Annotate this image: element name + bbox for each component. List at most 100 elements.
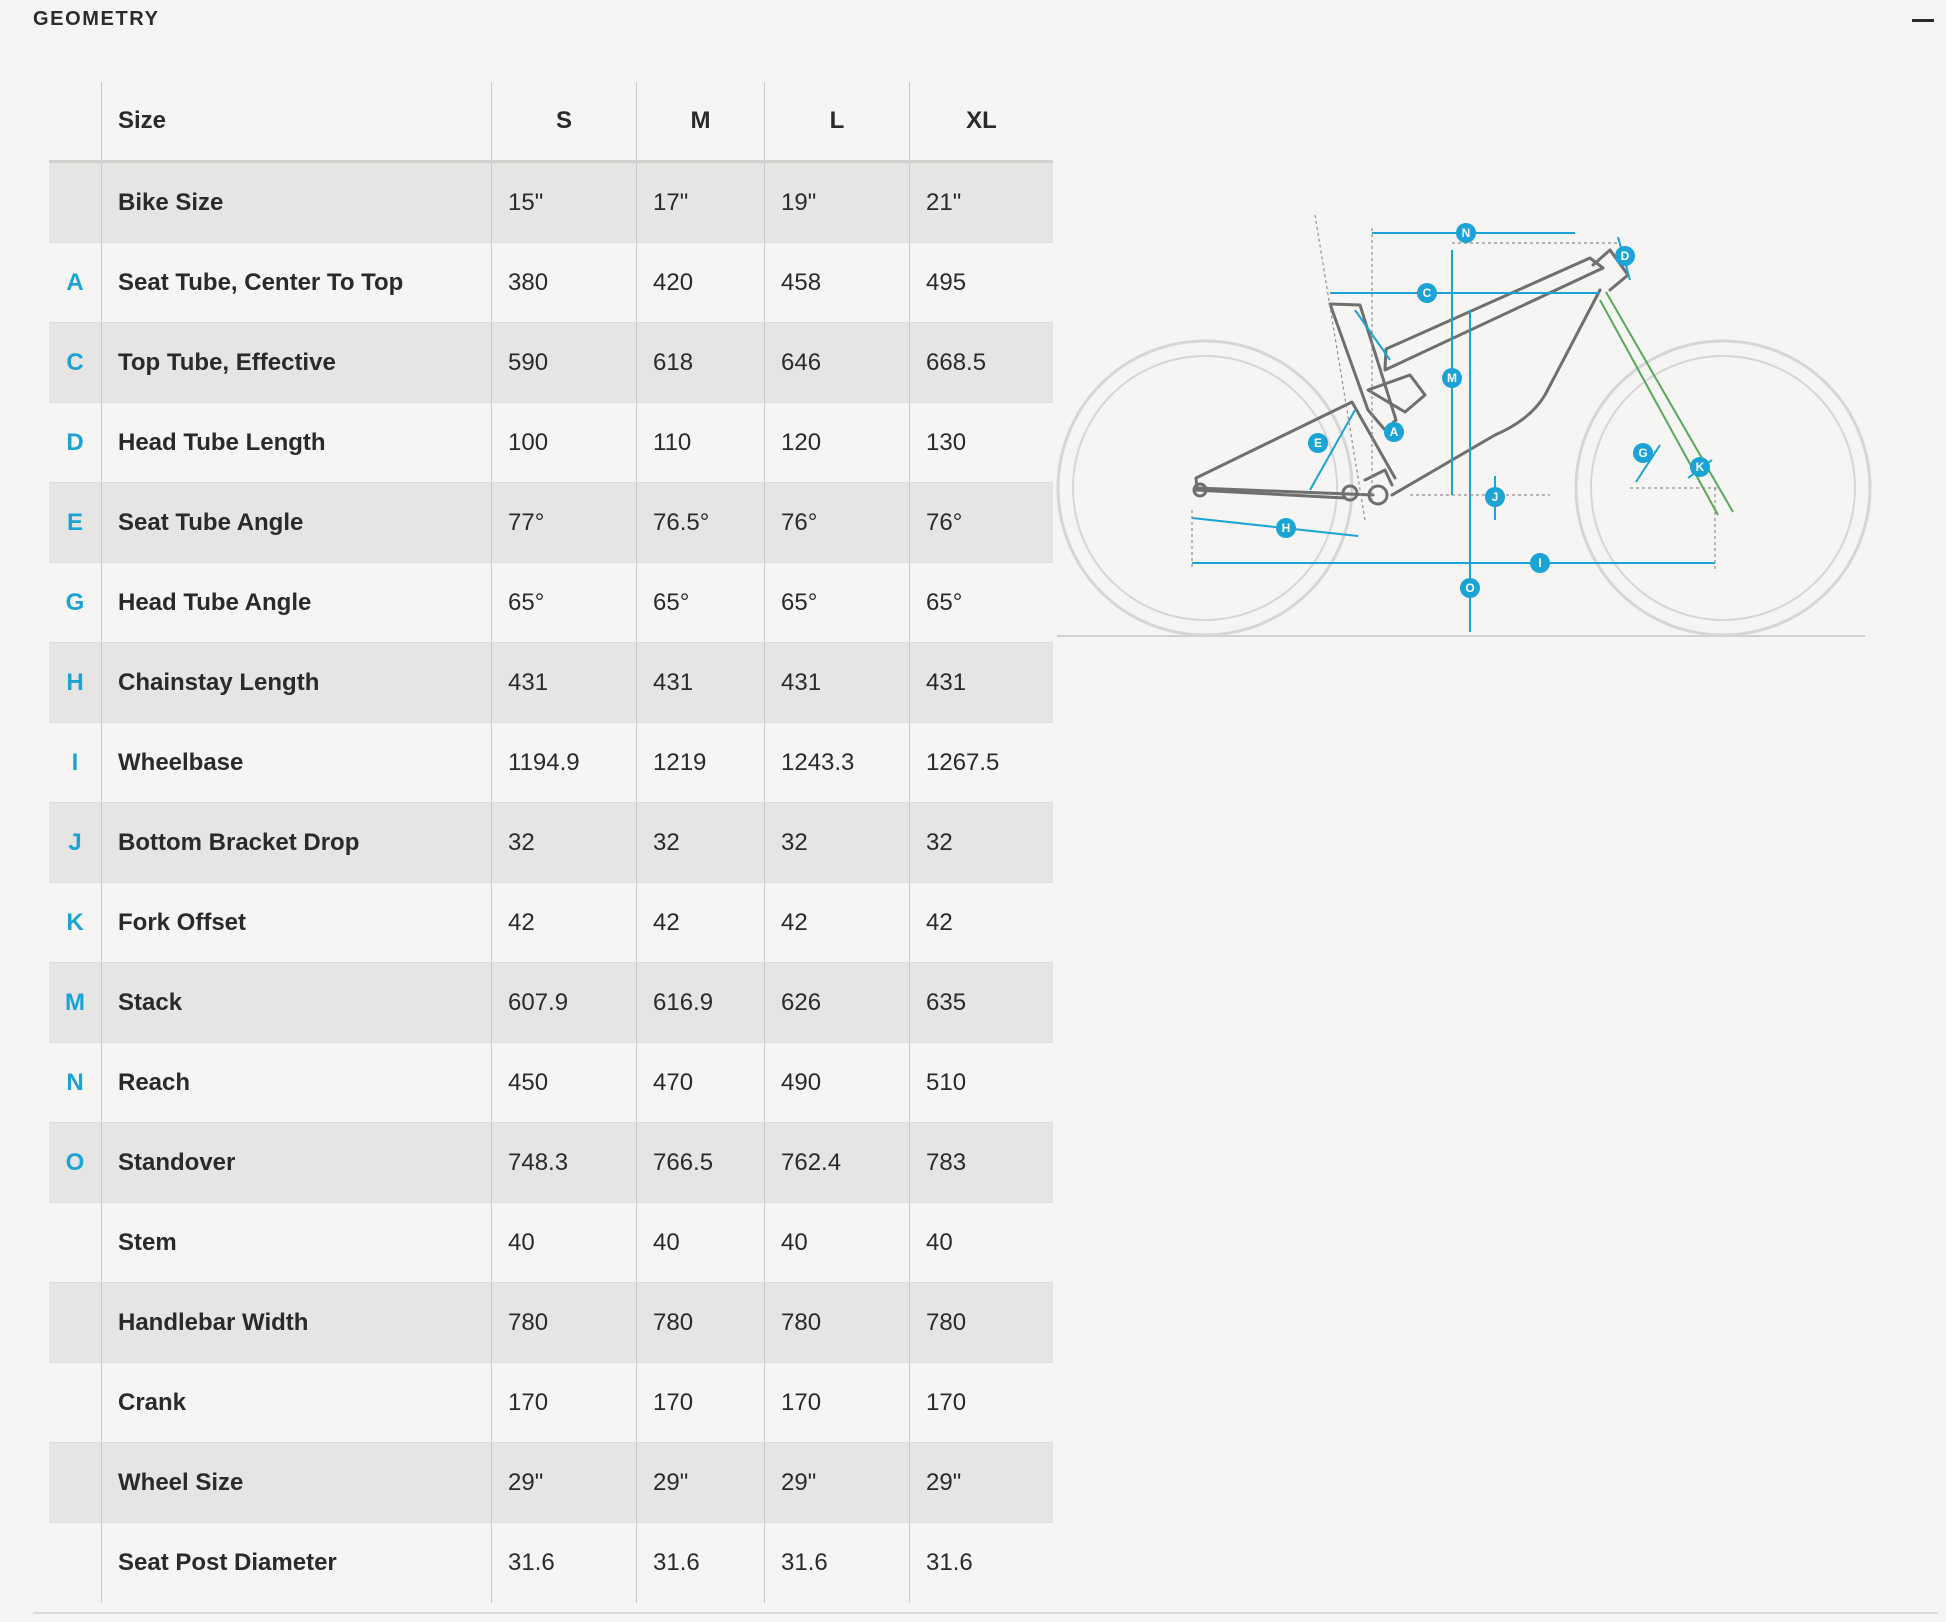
value-size-s: 780 <box>491 1282 637 1363</box>
dimension-code: I <box>49 722 102 803</box>
table-row: Bike Size 15" 17" 19" 21" <box>49 161 1053 243</box>
value-size-m: 17" <box>636 161 765 243</box>
header-size-l: L <box>764 82 910 163</box>
dimension-markers: N D C M A E G K J H I O <box>1276 223 1710 598</box>
marker-label: G <box>1638 446 1647 460</box>
dimension-code: K <box>49 882 102 963</box>
marker-d: D <box>1615 246 1635 266</box>
value-size-m: 110 <box>636 402 765 483</box>
dimension-code: J <box>49 802 102 883</box>
value-size-s: 380 <box>491 242 637 323</box>
dimension-name: Head Tube Length <box>101 402 492 483</box>
marker-h: H <box>1276 518 1296 538</box>
header-size-label: Size <box>101 82 492 163</box>
value-size-m: 766.5 <box>636 1122 765 1203</box>
marker-circle <box>1456 223 1476 243</box>
value-size-s: 1194.9 <box>491 722 637 803</box>
dimension-name: Stem <box>101 1202 492 1283</box>
dimension-code: D <box>49 402 102 483</box>
value-size-l: 19" <box>764 161 910 243</box>
bike-geometry-diagram: N D C M A E G K J H I O <box>1056 214 1872 637</box>
value-size-xl: 130 <box>909 402 1053 483</box>
value-size-l: 762.4 <box>764 1122 910 1203</box>
value-size-s: 15" <box>491 161 637 243</box>
dimension-code: A <box>49 242 102 323</box>
table-row: O Standover 748.3 766.5 762.4 783 <box>49 1122 1053 1203</box>
dimension-name: Bottom Bracket Drop <box>101 802 492 883</box>
marker-label: K <box>1696 460 1705 474</box>
value-size-l: 646 <box>764 322 910 403</box>
value-size-m: 420 <box>636 242 765 323</box>
section-divider <box>33 1612 1938 1614</box>
dimension-code: C <box>49 322 102 403</box>
rear-wheel <box>1056 339 1354 637</box>
dimension-name: Crank <box>101 1362 492 1443</box>
value-size-m: 32 <box>636 802 765 883</box>
header-size-s: S <box>491 82 637 163</box>
dimension-name: Standover <box>101 1122 492 1203</box>
dimension-code: H <box>49 642 102 723</box>
dimension-name: Wheel Size <box>101 1442 492 1523</box>
marker-k: K <box>1690 457 1710 477</box>
marker-i: I <box>1530 553 1550 573</box>
marker-n: N <box>1456 223 1476 243</box>
marker-circle <box>1615 246 1635 266</box>
marker-circle <box>1530 553 1550 573</box>
marker-o: O <box>1460 578 1480 598</box>
value-size-l: 76° <box>764 482 910 563</box>
dimension-code <box>49 1442 102 1523</box>
section-title: GEOMETRY <box>33 8 160 30</box>
value-size-xl: 668.5 <box>909 322 1053 403</box>
table-row: D Head Tube Length 100 110 120 130 <box>49 402 1053 483</box>
dimension-name: Reach <box>101 1042 492 1123</box>
minus-icon[interactable] <box>1908 4 1938 34</box>
marker-label: I <box>1538 556 1541 570</box>
geometry-table-body: Bike Size 15" 17" 19" 21" A Seat Tube, Center … <box>49 161 1053 1603</box>
value-size-m: 431 <box>636 642 765 723</box>
value-size-xl: 783 <box>909 1122 1053 1203</box>
value-size-l: 458 <box>764 242 910 323</box>
dimension-name: Head Tube Angle <box>101 562 492 643</box>
value-size-l: 32 <box>764 802 910 883</box>
marker-circle <box>1442 368 1462 388</box>
dimension-name: Chainstay Length <box>101 642 492 723</box>
dimension-code: E <box>49 482 102 563</box>
dimension-name: Wheelbase <box>101 722 492 803</box>
value-size-m: 170 <box>636 1362 765 1443</box>
value-size-m: 1219 <box>636 722 765 803</box>
marker-label: J <box>1492 490 1499 504</box>
value-size-s: 100 <box>491 402 637 483</box>
dimension-name: Seat Tube, Center To Top <box>101 242 492 323</box>
dashed-guides <box>1191 214 1718 570</box>
value-size-s: 31.6 <box>491 1522 637 1603</box>
marker-j: J <box>1485 487 1505 507</box>
value-size-l: 120 <box>764 402 910 483</box>
value-size-m: 65° <box>636 562 765 643</box>
value-size-l: 65° <box>764 562 910 643</box>
dimension-name: Seat Post Diameter <box>101 1522 492 1603</box>
value-size-xl: 495 <box>909 242 1053 323</box>
table-row: Seat Post Diameter 31.6 31.6 31.6 31.6 <box>49 1522 1053 1603</box>
value-size-s: 29" <box>491 1442 637 1523</box>
value-size-l: 29" <box>764 1442 910 1523</box>
marker-label: D <box>1621 249 1630 263</box>
marker-circle <box>1417 283 1437 303</box>
dimension-name: Bike Size <box>101 161 492 243</box>
value-size-xl: 510 <box>909 1042 1053 1123</box>
dimension-code <box>49 1522 102 1603</box>
geometry-section-header[interactable]: GEOMETRY <box>33 0 1938 42</box>
table-row: Crank 170 170 170 170 <box>49 1362 1053 1443</box>
value-size-s: 40 <box>491 1202 637 1283</box>
value-size-s: 77° <box>491 482 637 563</box>
value-size-xl: 76° <box>909 482 1053 563</box>
header-size-xl: XL <box>909 82 1053 163</box>
value-size-xl: 42 <box>909 882 1053 963</box>
dimension-code: M <box>49 962 102 1043</box>
value-size-xl: 32 <box>909 802 1053 883</box>
marker-circle <box>1690 457 1710 477</box>
value-size-m: 42 <box>636 882 765 963</box>
value-size-xl: 31.6 <box>909 1522 1053 1603</box>
marker-circle <box>1485 487 1505 507</box>
dimension-name: Top Tube, Effective <box>101 322 492 403</box>
dimension-code: O <box>49 1122 102 1203</box>
